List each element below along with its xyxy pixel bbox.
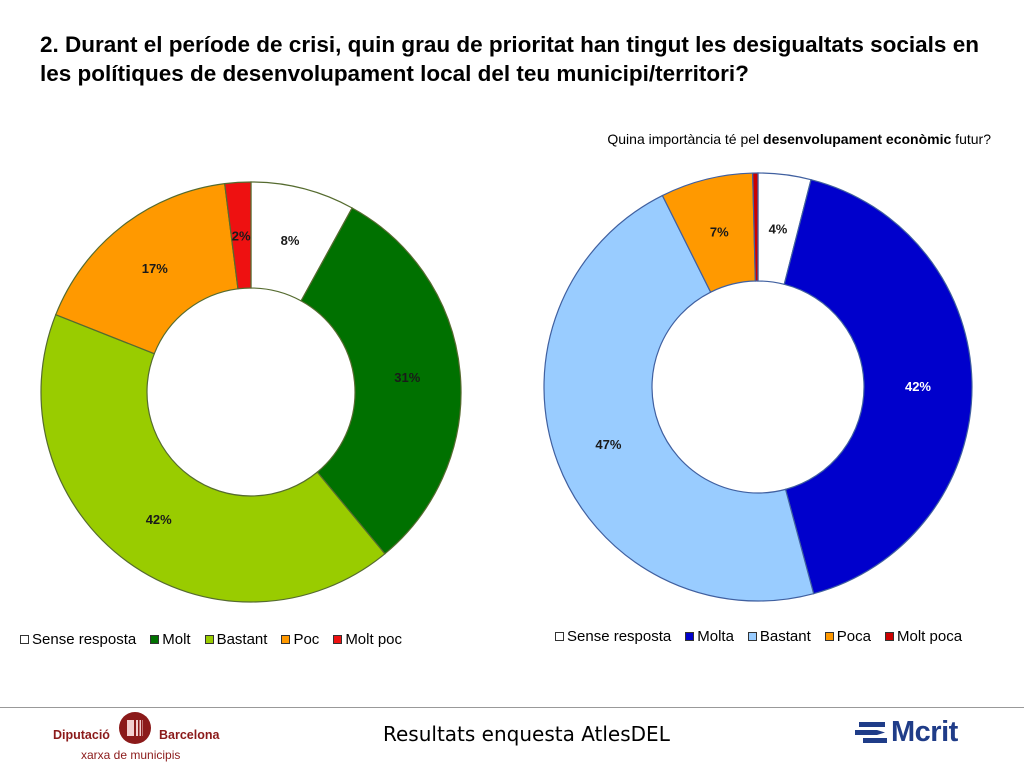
legend-swatch xyxy=(150,635,160,644)
data-label: 47% xyxy=(595,437,621,452)
footer-text: Resultats enquesta AtlesDEL xyxy=(383,722,670,746)
donut-slice-bastant xyxy=(543,194,815,602)
data-label: 2% xyxy=(232,228,251,243)
data-label: 8% xyxy=(281,233,300,248)
legend-item: Molt poca xyxy=(885,628,962,645)
subtitle-bold: desenvolupament econòmic xyxy=(763,131,952,147)
legend-item: Molta xyxy=(685,628,734,645)
legend-item: Molt poc xyxy=(333,631,402,648)
legend-swatch xyxy=(747,632,757,641)
logo-left-name1: Diputació xyxy=(53,728,110,742)
legend-item: Molt xyxy=(150,631,191,648)
legend-label: Poca xyxy=(836,628,871,645)
legend-swatch xyxy=(333,635,343,644)
data-label: 7% xyxy=(710,225,729,240)
logo-right-name: Mcrit xyxy=(891,716,958,748)
data-label: 31% xyxy=(394,370,420,385)
legend-swatch xyxy=(281,635,291,644)
legend-item: Sense resposta xyxy=(20,631,136,648)
subtitle-prefix: Quina importància té pel xyxy=(607,131,764,147)
data-label: 42% xyxy=(905,379,931,394)
data-label: 4% xyxy=(769,221,788,236)
donut-slice-molt xyxy=(300,207,462,555)
mcrit-mark-icon xyxy=(855,722,887,743)
legend-item: Poca xyxy=(824,628,871,645)
legend-item: Bastant xyxy=(204,631,268,648)
legend-right: Sense resposta Molta Bastant Poca Molt poca xyxy=(555,628,976,645)
mcrit-logo: Mcrit xyxy=(855,716,980,752)
data-label: 17% xyxy=(142,261,168,276)
subtitle-suffix: futur? xyxy=(951,131,991,147)
legend-label: Molt poc xyxy=(345,631,403,648)
data-label: 42% xyxy=(146,512,172,527)
legend-label: Molt xyxy=(162,631,191,648)
legend-swatch xyxy=(824,632,834,641)
chart-right-title: Quina importància té pel desenvolupament… xyxy=(607,131,991,147)
legend-swatch xyxy=(20,635,29,644)
logo-left-name2: Barcelona xyxy=(159,728,220,742)
donut-slice-molt-poc xyxy=(224,181,252,290)
legend-swatch xyxy=(204,635,214,644)
legend-label: Molta xyxy=(697,628,734,645)
page-title: 2. Durant el període de crisi, quin grau… xyxy=(40,32,979,86)
diputacio-barcelona-logo: Diputació Barcelona xarxa de municipis xyxy=(50,710,240,766)
legend-label: Poc xyxy=(293,631,320,648)
legend-item: Sense resposta xyxy=(555,628,671,645)
donut-slice-bastant xyxy=(40,313,386,603)
legend-label: Bastant xyxy=(759,628,811,645)
logo-left-sub: xarxa de municipis xyxy=(81,748,181,762)
legend-swatch xyxy=(555,632,564,641)
legend-label: Sense resposta xyxy=(567,628,672,645)
legend-item: Poc xyxy=(281,631,319,648)
footer-divider xyxy=(0,707,1024,708)
legend-item: Bastant xyxy=(747,628,811,645)
legend-swatch xyxy=(685,632,695,641)
donut-slice-molt-poca xyxy=(752,172,759,282)
legend-label: Sense resposta xyxy=(32,631,137,648)
legend-label: Molt poca xyxy=(897,628,963,645)
donut-slice-molta xyxy=(783,178,973,595)
legend-label: Bastant xyxy=(216,631,268,648)
donut-slice-poc xyxy=(54,182,239,355)
legend-swatch xyxy=(885,632,894,641)
legend-left: Sense resposta Molt Bastant Poc Molt poc xyxy=(20,631,416,648)
seal-icon xyxy=(119,712,151,744)
